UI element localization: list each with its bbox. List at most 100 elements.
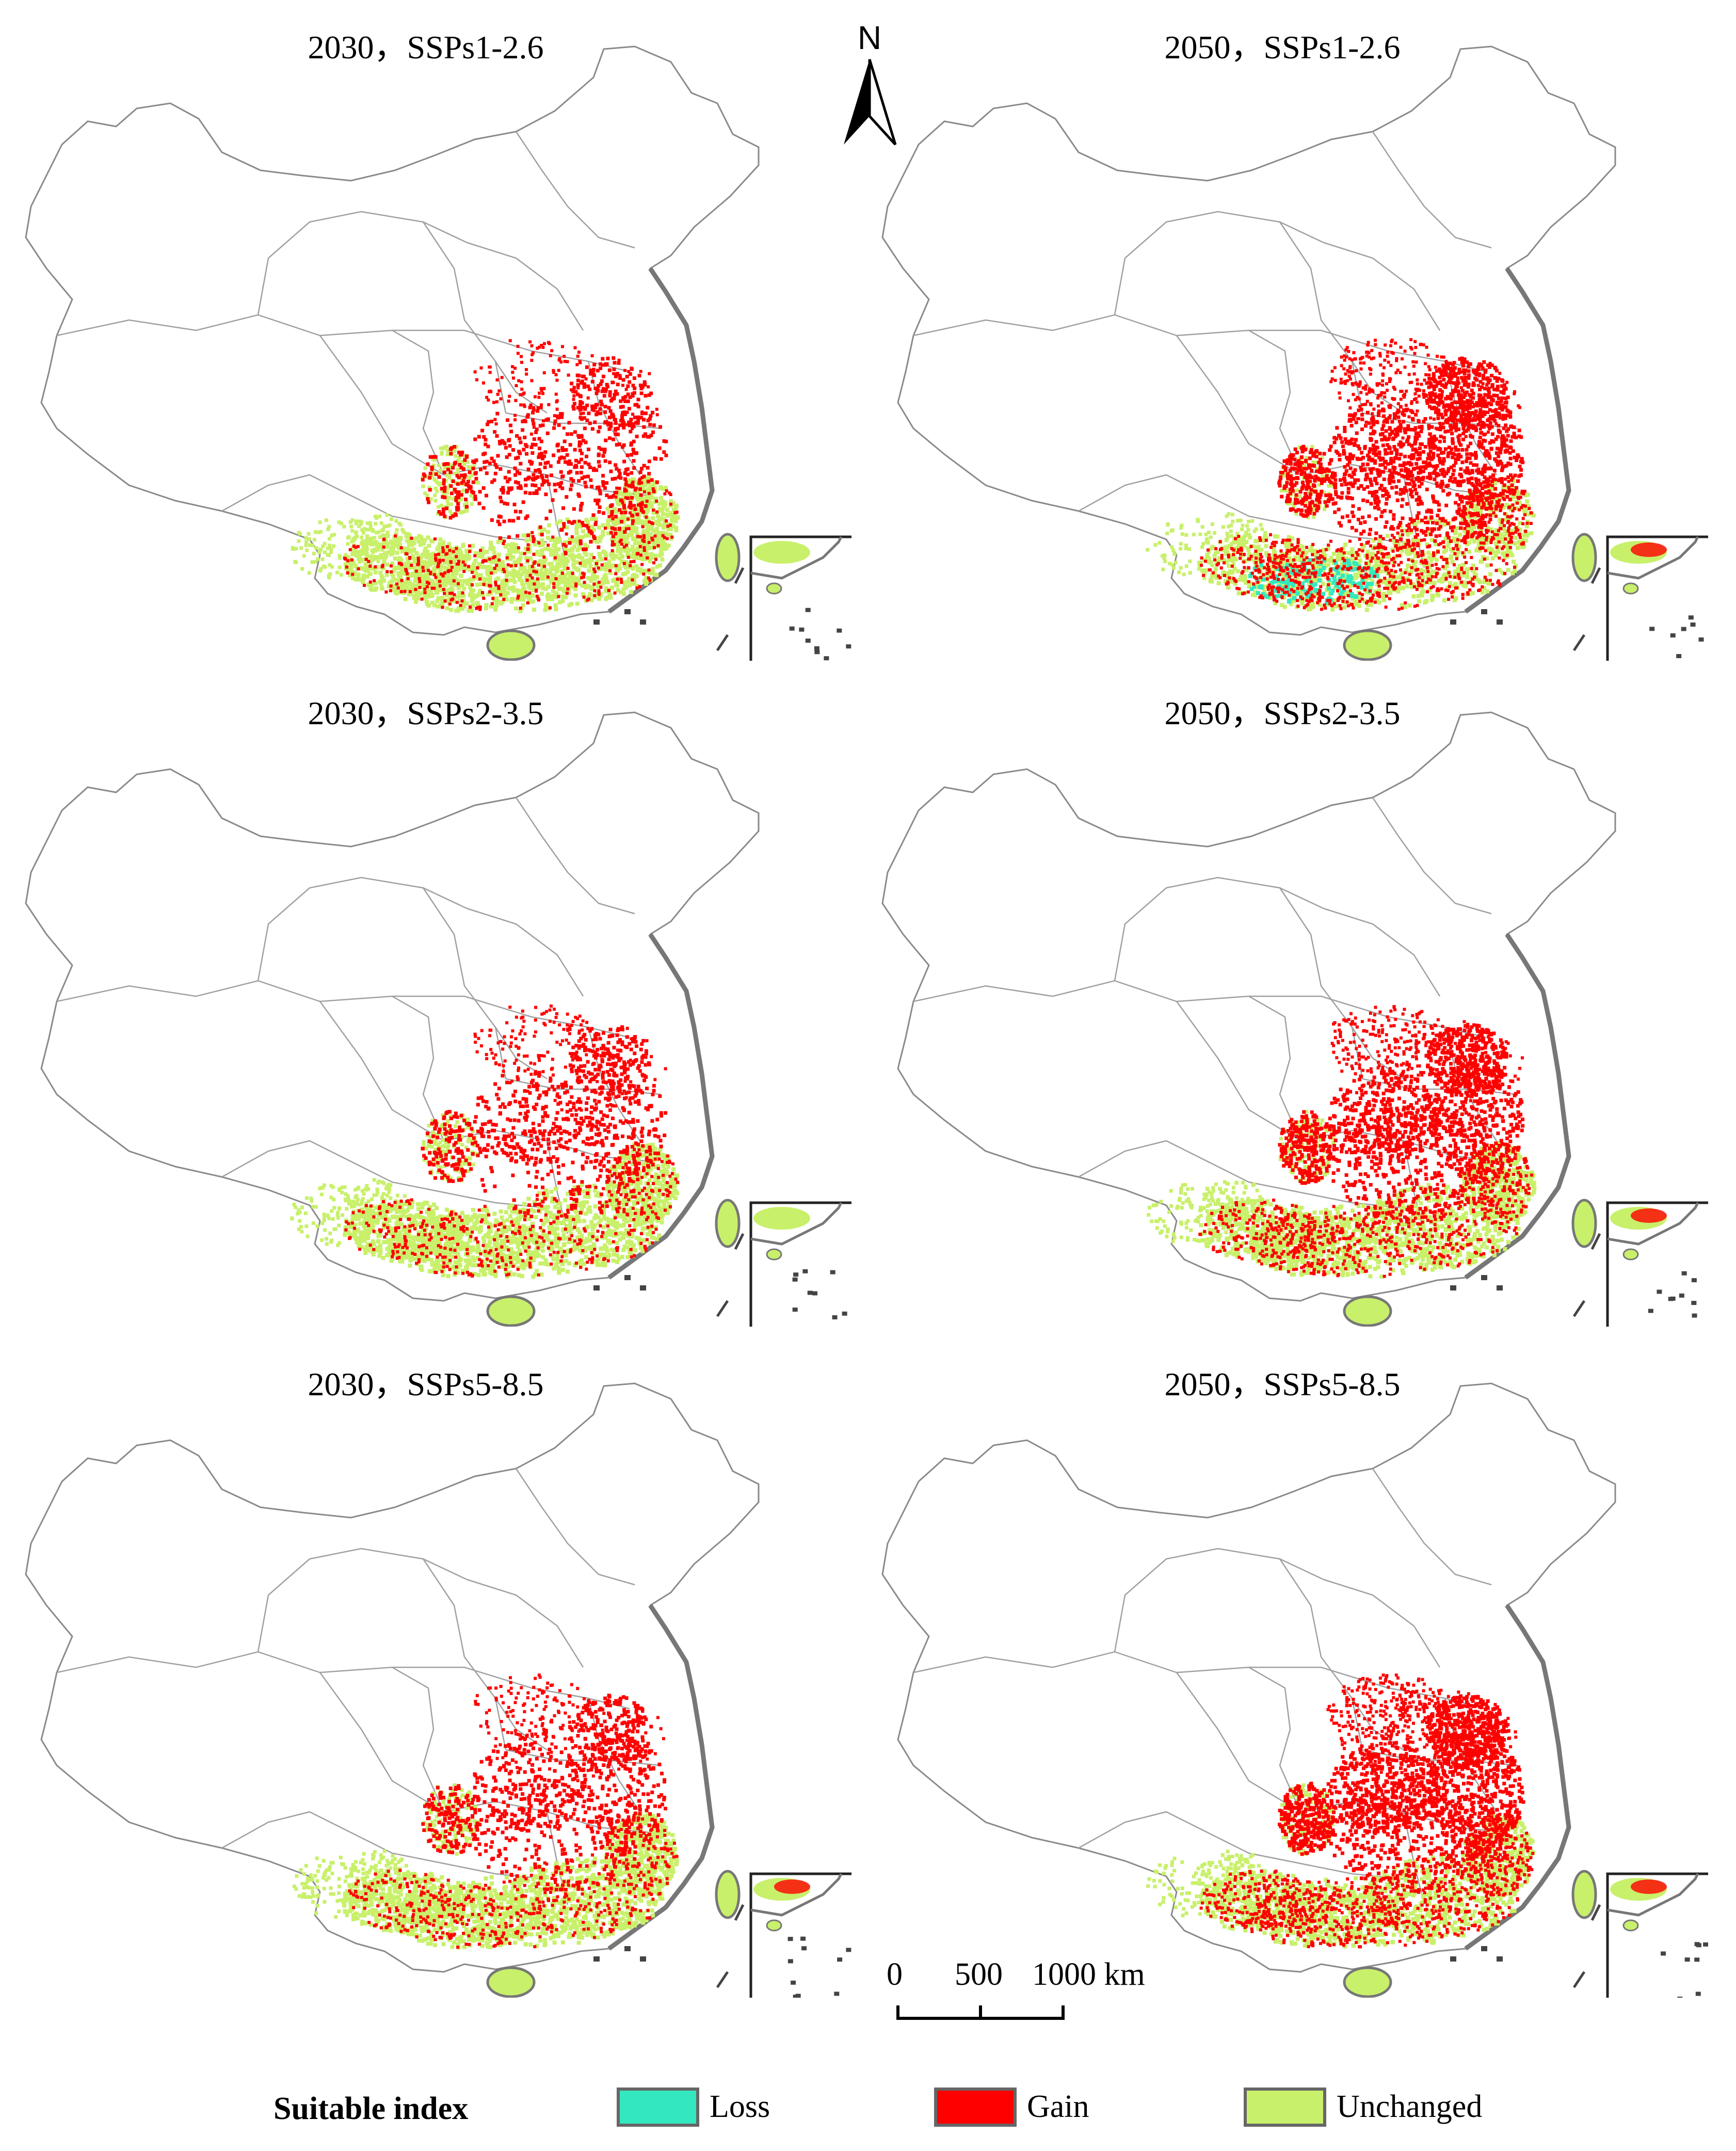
suitability-cell	[593, 570, 597, 573]
suitability-cell	[1480, 559, 1484, 564]
suitability-cell	[1457, 570, 1462, 575]
suitability-cell	[337, 554, 342, 558]
suitability-cell	[1209, 547, 1213, 551]
suitability-cell	[417, 577, 421, 580]
suitability-cell	[1264, 565, 1269, 570]
suitability-cell	[585, 365, 589, 369]
suitability-cell	[592, 582, 596, 586]
suitability-cell	[520, 565, 525, 569]
suitability-cell	[1442, 572, 1447, 577]
suitability-cell	[400, 563, 404, 566]
suitability-cell	[587, 448, 591, 452]
suitability-cell	[619, 405, 623, 409]
suitability-cell	[1430, 537, 1435, 542]
suitability-cell	[603, 405, 607, 409]
suitability-cell	[526, 533, 531, 537]
suitability-cell	[583, 460, 587, 465]
suitability-cell	[537, 541, 541, 545]
suitability-cell	[586, 598, 589, 602]
suitability-cell	[1461, 563, 1466, 567]
suitability-cell	[551, 594, 555, 598]
suitability-cell	[1308, 604, 1313, 609]
suitability-cell	[624, 483, 628, 487]
suitability-cell	[440, 576, 445, 580]
suitability-cell	[494, 590, 499, 595]
suitability-cell	[500, 376, 504, 379]
suitability-cell	[657, 563, 662, 568]
suitability-cell	[1358, 595, 1362, 600]
suitability-cell	[332, 533, 336, 537]
suitability-cell	[461, 599, 466, 603]
suitability-cell	[592, 538, 597, 543]
suitability-cell	[407, 565, 412, 570]
suitability-cell	[388, 581, 392, 585]
suitability-cell	[618, 508, 622, 512]
suitability-cell	[1424, 599, 1429, 603]
suitability-cell	[366, 582, 371, 587]
suitability-cell	[511, 588, 516, 593]
suitability-cell	[1428, 572, 1433, 577]
suitability-cell	[574, 458, 578, 463]
suitability-cell	[668, 527, 673, 532]
suitability-cell	[536, 409, 540, 413]
suitability-cell	[1241, 539, 1246, 544]
suitability-cell	[656, 544, 660, 548]
suitability-cell	[525, 452, 529, 456]
suitability-cell	[610, 513, 614, 517]
suitability-cell	[447, 563, 452, 568]
suitability-cell	[1295, 546, 1300, 550]
suitability-cell	[442, 447, 446, 451]
suitability-cell	[451, 572, 455, 577]
suitability-cell	[327, 574, 331, 578]
suitability-cell	[506, 563, 510, 567]
suitability-cell	[1285, 489, 1289, 493]
suitability-cell	[488, 557, 491, 561]
suitability-cell	[649, 552, 654, 556]
suitability-cell	[294, 560, 298, 564]
suitability-cell	[577, 460, 581, 464]
suitability-cell	[1377, 538, 1382, 543]
suitability-cell	[528, 573, 532, 577]
suitability-cell	[1310, 445, 1314, 449]
suitability-cell	[1367, 563, 1371, 567]
suitability-cell	[606, 356, 610, 360]
province-boundary	[1372, 131, 1492, 249]
suitability-cell	[1322, 547, 1326, 552]
suitability-cell	[1456, 549, 1461, 554]
suitability-cell	[497, 514, 501, 518]
suitability-cell	[555, 407, 559, 411]
suitability-cell	[581, 593, 586, 597]
suitability-cell	[567, 421, 571, 425]
suitability-cell	[485, 550, 489, 554]
suitability-cell	[1305, 594, 1310, 598]
suitability-cell	[394, 566, 398, 570]
suitability-cell	[577, 519, 581, 523]
suitability-cell	[443, 514, 447, 518]
suitability-cell	[622, 425, 626, 429]
suitability-cell	[628, 524, 632, 529]
suitability-cell	[657, 446, 662, 450]
suitability-cell	[580, 502, 584, 506]
suitability-cell	[618, 534, 622, 538]
suitability-cell	[607, 495, 612, 499]
suitability-cell	[365, 534, 369, 538]
suitability-cell	[1335, 604, 1339, 609]
suitability-cell	[576, 383, 580, 387]
suitability-cell	[567, 373, 570, 377]
suitability-cell	[338, 556, 342, 560]
suitability-cell	[635, 586, 639, 590]
suitability-cell	[539, 592, 544, 596]
suitability-cell	[1192, 533, 1196, 537]
suitability-cell	[462, 483, 466, 487]
suitability-cell	[630, 547, 635, 551]
suitability-cell	[526, 595, 531, 599]
suitability-cell	[1298, 544, 1303, 548]
suitability-cell	[409, 548, 414, 553]
suitability-cell	[516, 481, 520, 485]
suitability-cell	[1326, 558, 1330, 563]
suitability-cell	[552, 585, 556, 589]
suitability-cell	[577, 555, 582, 560]
suitability-cell	[524, 533, 528, 538]
suitability-cell	[416, 539, 421, 544]
suitability-cell	[613, 393, 617, 397]
